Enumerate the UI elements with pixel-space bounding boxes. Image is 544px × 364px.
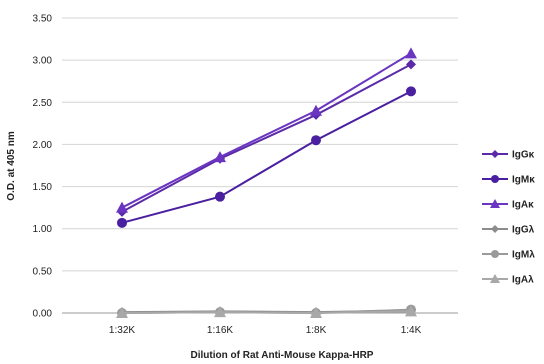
series-2: [117, 86, 416, 228]
data-point: [117, 217, 127, 228]
series-line: [121, 310, 412, 315]
legend-label: IgAκ: [512, 200, 534, 211]
series-line: [121, 90, 412, 224]
series-group: [116, 47, 417, 318]
data-point: [406, 59, 416, 70]
y-tick-label: 0.00: [33, 309, 53, 320]
x-tick-label: 1:4K: [401, 325, 422, 336]
data-point: [405, 305, 417, 317]
data-point: [214, 151, 226, 163]
y-tick-label: 0.50: [33, 266, 53, 277]
data-point: [116, 201, 128, 213]
series-6: [116, 305, 417, 318]
legend-item: IgMλ: [482, 250, 535, 261]
data-point: [490, 274, 500, 283]
data-point: [116, 307, 128, 318]
legend-item: IgAκ: [482, 199, 534, 211]
series-line: [121, 63, 412, 213]
series-3: [116, 47, 417, 213]
data-point: [405, 47, 417, 59]
x-tick-label: 1:32K: [109, 325, 135, 336]
data-point: [310, 104, 322, 116]
y-tick-label: 2.50: [33, 98, 53, 109]
legend-item: IgGκ: [482, 150, 535, 161]
legend-item: IgAλ: [482, 274, 534, 286]
x-axis-label: Dilution of Rat Anti-Mouse Kappa-HRP: [191, 350, 374, 361]
legend-item: IgGλ: [482, 225, 535, 236]
legend-label: IgAλ: [512, 275, 534, 286]
legend-label: IgGλ: [512, 225, 535, 236]
data-point: [491, 150, 499, 158]
y-tick-labels: 0.00 0.50 1.00 1.50 2.00 2.50 3.00 3.50: [33, 14, 53, 320]
data-point: [215, 191, 225, 202]
legend-label: IgMλ: [512, 250, 535, 261]
legend-label: IgGκ: [512, 150, 535, 161]
legend-item: IgMκ: [482, 175, 535, 186]
legend-label: IgMκ: [512, 175, 535, 186]
y-tick-label: 3.50: [33, 14, 53, 25]
data-point: [406, 86, 416, 97]
data-point: [310, 307, 322, 318]
y-axis-label: O.D. at 405 nm: [6, 131, 17, 201]
data-point: [311, 135, 321, 146]
data-point: [490, 199, 500, 208]
y-tick-label: 2.00: [33, 140, 53, 151]
gridlines: [62, 17, 458, 272]
y-tick-label: 3.00: [33, 56, 53, 67]
x-tick-label: 1:8K: [306, 325, 327, 336]
x-tick-label: 1:16K: [207, 325, 233, 336]
x-tick-labels: 1:32K 1:16K 1:8K 1:4K: [109, 325, 422, 336]
y-tick-label: 1.50: [33, 182, 53, 193]
legend: IgGκ IgMκ IgAκ IgGλ IgMλ IgAλ: [482, 150, 535, 286]
data-point: [491, 225, 499, 233]
series-line: [121, 52, 412, 209]
data-point: [214, 306, 226, 318]
series-1: [117, 59, 416, 217]
y-tick-label: 1.00: [33, 224, 53, 235]
data-point: [491, 250, 499, 258]
data-point: [491, 175, 499, 183]
